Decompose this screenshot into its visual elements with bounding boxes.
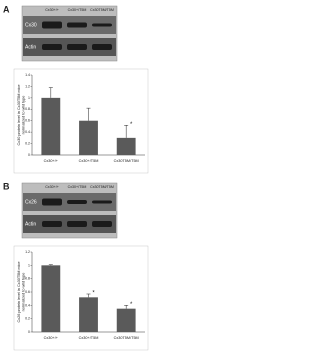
lane-label: Cx30T5M/T5M <box>90 185 114 189</box>
significance-marker: * <box>130 302 133 308</box>
significance-marker: * <box>92 291 95 297</box>
bar <box>116 308 136 332</box>
y-axis-label: Cx30 protein level in Cx30T5M mice <box>17 85 21 146</box>
y-tick-label: 1 <box>28 263 30 267</box>
panel-label: A <box>3 4 10 14</box>
y-tick-label: 1.2 <box>25 84 30 88</box>
significance-marker: * <box>130 122 133 128</box>
bar <box>116 137 136 155</box>
bar <box>79 297 98 332</box>
band <box>92 221 112 227</box>
y-tick-label: 0.4 <box>25 303 30 307</box>
error-bar <box>48 87 53 98</box>
band <box>67 22 87 28</box>
bar <box>41 97 61 155</box>
y-tick-label: 0.8 <box>25 107 30 111</box>
y-tick-label: 0.4 <box>25 130 30 134</box>
y-axis-label: normalized to wild type <box>22 96 26 135</box>
y-tick-label: 0.2 <box>25 141 30 145</box>
band <box>67 44 87 50</box>
band <box>92 44 112 50</box>
x-tick-label: Cx30T5M/T5M <box>114 159 139 163</box>
y-tick-label: 0.6 <box>25 119 30 123</box>
band <box>42 198 62 206</box>
band <box>67 221 87 227</box>
lane-label: Cx30+/+ <box>45 8 59 12</box>
lane-label: Cx30+/+ <box>45 185 59 189</box>
figure: A Cx30+/+ Cx30+/T5M Cx30T5M/T5MCx30Actin00.… <box>0 0 150 355</box>
y-tick-label: 0.8 <box>25 277 30 281</box>
y-axis-label: Cx26 protein level in Cx30T5M mice <box>17 262 21 323</box>
y-tick-label: 1.2 <box>25 250 30 254</box>
band <box>67 200 87 204</box>
y-tick-label: 0 <box>28 330 30 334</box>
y-tick-label: 0.2 <box>25 317 30 321</box>
error-bar <box>124 125 129 138</box>
band <box>42 21 62 29</box>
x-tick-label: Cx30+/T5M <box>79 336 99 340</box>
chart-frame <box>13 245 149 351</box>
bar <box>41 265 61 332</box>
y-tick-label: 1 <box>28 96 30 100</box>
band <box>42 221 62 227</box>
row-label: Actin <box>25 44 36 50</box>
x-tick-label: Cx30T5M/T5M <box>114 336 139 340</box>
y-tick-label: 1.4 <box>25 73 30 77</box>
error-bar <box>48 264 53 266</box>
band <box>92 23 112 27</box>
lane-label: Cx30+/T5M <box>68 8 87 12</box>
row-label: Cx30 <box>25 22 37 28</box>
x-tick-label: Cx30+/+ <box>44 336 59 340</box>
error-bar <box>124 305 129 309</box>
row-label: Cx26 <box>25 199 37 205</box>
error-bar <box>86 107 91 121</box>
row-label: Actin <box>25 221 36 227</box>
chart-frame <box>13 68 149 174</box>
y-tick-label: 0.6 <box>25 290 30 294</box>
panel-label: B <box>3 181 10 191</box>
x-tick-label: Cx30+/+ <box>44 159 59 163</box>
error-bar <box>86 293 91 298</box>
bar <box>79 120 98 155</box>
lane-label: Cx30+/T5M <box>68 185 87 189</box>
y-axis-label: normalized to wild type <box>22 273 26 312</box>
x-tick-label: Cx30+/T5M <box>79 159 99 163</box>
band <box>42 44 62 50</box>
y-tick-label: 0 <box>28 153 30 157</box>
band <box>92 200 112 204</box>
lane-label: Cx30T5M/T5M <box>90 8 114 12</box>
